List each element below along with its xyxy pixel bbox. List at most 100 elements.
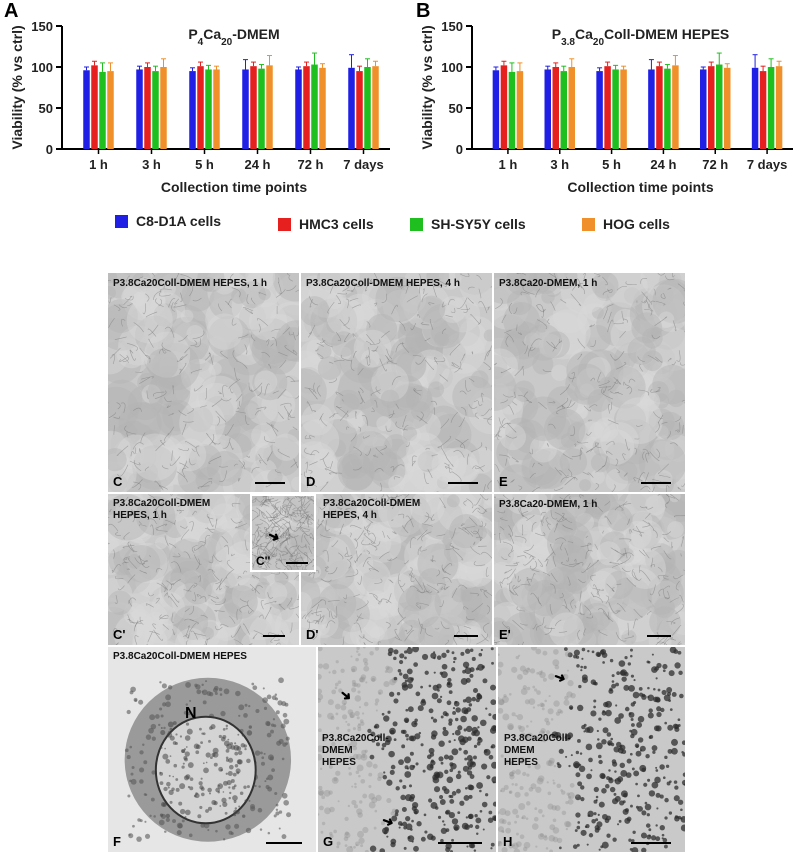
micrograph-texture — [252, 496, 314, 570]
legend-swatch-shsy5y — [410, 217, 423, 231]
micrograph-texture — [494, 494, 685, 645]
legend-swatch-c8d1a — [115, 214, 128, 228]
micrograph-c-label: P3.8Ca20Coll-DMEM HEPES, 1 h — [113, 278, 267, 289]
bar — [568, 67, 575, 149]
bar — [83, 70, 90, 149]
scale-bar — [266, 842, 302, 844]
x-tick-label: 72 h — [297, 157, 323, 172]
micrograph-h-label: P3.8Ca20Coll- DMEM HEPES — [504, 733, 571, 768]
micrograph-c: P3.8Ca20Coll-DMEM HEPES, 1 h C — [108, 273, 299, 492]
micrograph-texture — [108, 273, 299, 492]
chart-title: P4Ca20-DMEM — [188, 26, 279, 48]
micrograph-e-prime-label: P3.8Ca20-DMEM, 1 h — [499, 499, 598, 510]
micrograph-d: P3.8Ca20Coll-DMEM HEPES, 4 h D — [301, 273, 492, 492]
bar — [136, 69, 143, 149]
scale-bar — [647, 635, 671, 637]
x-axis-label: Collection time points — [161, 179, 307, 195]
bar — [612, 69, 619, 149]
x-tick-label: 24 h — [244, 157, 270, 172]
scale-bar — [641, 482, 671, 484]
x-tick-label: 5 h — [195, 157, 214, 172]
bar — [348, 67, 355, 149]
bar — [716, 64, 723, 149]
micrograph-f-letter: F — [113, 834, 121, 849]
bar — [700, 69, 707, 149]
bar — [258, 68, 265, 149]
bar — [775, 66, 783, 149]
legend-swatch-hog — [582, 217, 595, 231]
y-tick-label: 50 — [449, 101, 463, 116]
bar — [205, 69, 212, 149]
micrograph-e-prime-letter: E' — [499, 627, 511, 642]
micrograph-f-label: P3.8Ca20Coll-DMEM HEPES — [113, 651, 247, 662]
micrograph-h-letter: H — [503, 834, 513, 849]
legend-item-c8d1a: C8-D1A cells — [115, 213, 221, 229]
bar — [664, 68, 671, 149]
bar — [107, 71, 114, 149]
x-tick-label: 1 h — [89, 157, 108, 172]
micrograph-f: P3.8Ca20Coll-DMEM HEPES N F — [108, 647, 316, 852]
bar — [197, 66, 204, 149]
scale-bar — [454, 635, 478, 637]
bar — [99, 71, 106, 149]
bar — [656, 66, 663, 149]
bar — [160, 67, 167, 149]
scale-bar — [631, 842, 671, 844]
y-tick-label: 150 — [31, 19, 53, 34]
scale-bar — [255, 482, 285, 484]
y-tick-label: 0 — [456, 142, 463, 157]
bar — [364, 67, 371, 149]
bar — [295, 69, 302, 149]
legend-label-hmc3: HMC3 cells — [299, 216, 374, 232]
legend-label-shsy5y: SH-SY5Y cells — [431, 216, 526, 232]
micrograph-d-prime: P3.8Ca20Coll-DMEM HEPES, 4 h D' — [301, 494, 492, 645]
micrograph-d-prime-letter: D' — [306, 627, 319, 642]
y-axis-label: Viability (% vs ctrl) — [419, 25, 435, 149]
x-tick-label: 3 h — [550, 157, 569, 172]
bar — [213, 69, 220, 149]
micrograph-e-label: P3.8Ca20-DMEM, 1 h — [499, 278, 598, 289]
scale-bar — [448, 482, 478, 484]
micrograph-d-label: P3.8Ca20Coll-DMEM HEPES, 4 h — [306, 278, 460, 289]
legend-item-hog: HOG cells — [582, 216, 670, 232]
micrograph-c-letter: C — [113, 474, 123, 489]
bar — [266, 65, 273, 149]
bar — [767, 67, 775, 149]
bar — [144, 67, 151, 149]
bar — [311, 64, 318, 149]
micrograph-texture — [301, 273, 492, 492]
bar — [303, 66, 310, 149]
bar — [508, 71, 516, 149]
panel-letter-a: A — [4, 0, 19, 22]
bar — [620, 69, 627, 149]
bar — [91, 65, 98, 149]
legend-item-hmc3: HMC3 cells — [278, 216, 374, 232]
bar — [552, 67, 559, 149]
bar — [319, 67, 326, 149]
viability-chart-a: P4Ca20-DMEM 0 50 100 150 1 h 3 h 5 h 24 h 72 h 7 d… — [9, 19, 390, 195]
micrograph-g: P3.8Ca20Coll- DMEM HEPES ➜ ➜ G — [318, 647, 496, 852]
bar — [242, 69, 249, 149]
bar — [751, 67, 759, 149]
micrograph-h: P3.8Ca20Coll- DMEM HEPES ➜ H — [498, 647, 685, 852]
bar — [724, 67, 731, 149]
micrograph-c-prime-label: P3.8Ca20Coll-DMEM HEPES, 1 h — [113, 498, 211, 521]
x-tick-label: 24 h — [650, 157, 676, 172]
y-tick-label: 150 — [441, 19, 463, 34]
micrograph-c-double-prime-letter: C'' — [256, 554, 271, 568]
micrograph-d-letter: D — [306, 474, 316, 489]
scale-bar — [438, 842, 482, 844]
micrograph-e: P3.8Ca20-DMEM, 1 h E — [494, 273, 685, 492]
micrograph-c-double-prime-inset: ➜ C'' — [250, 494, 316, 572]
bar — [250, 66, 257, 149]
y-tick-label: 100 — [441, 60, 463, 75]
x-tick-label: 1 h — [499, 157, 518, 172]
y-tick-label: 50 — [39, 101, 53, 116]
bar — [560, 71, 567, 149]
scale-bar — [286, 562, 308, 564]
bar — [152, 71, 159, 149]
micrograph-e-prime: P3.8Ca20-DMEM, 1 h E' — [494, 494, 685, 645]
bar — [759, 71, 767, 149]
legend-item-shsy5y: SH-SY5Y cells — [410, 216, 526, 232]
micrograph-g-letter: G — [323, 834, 334, 849]
